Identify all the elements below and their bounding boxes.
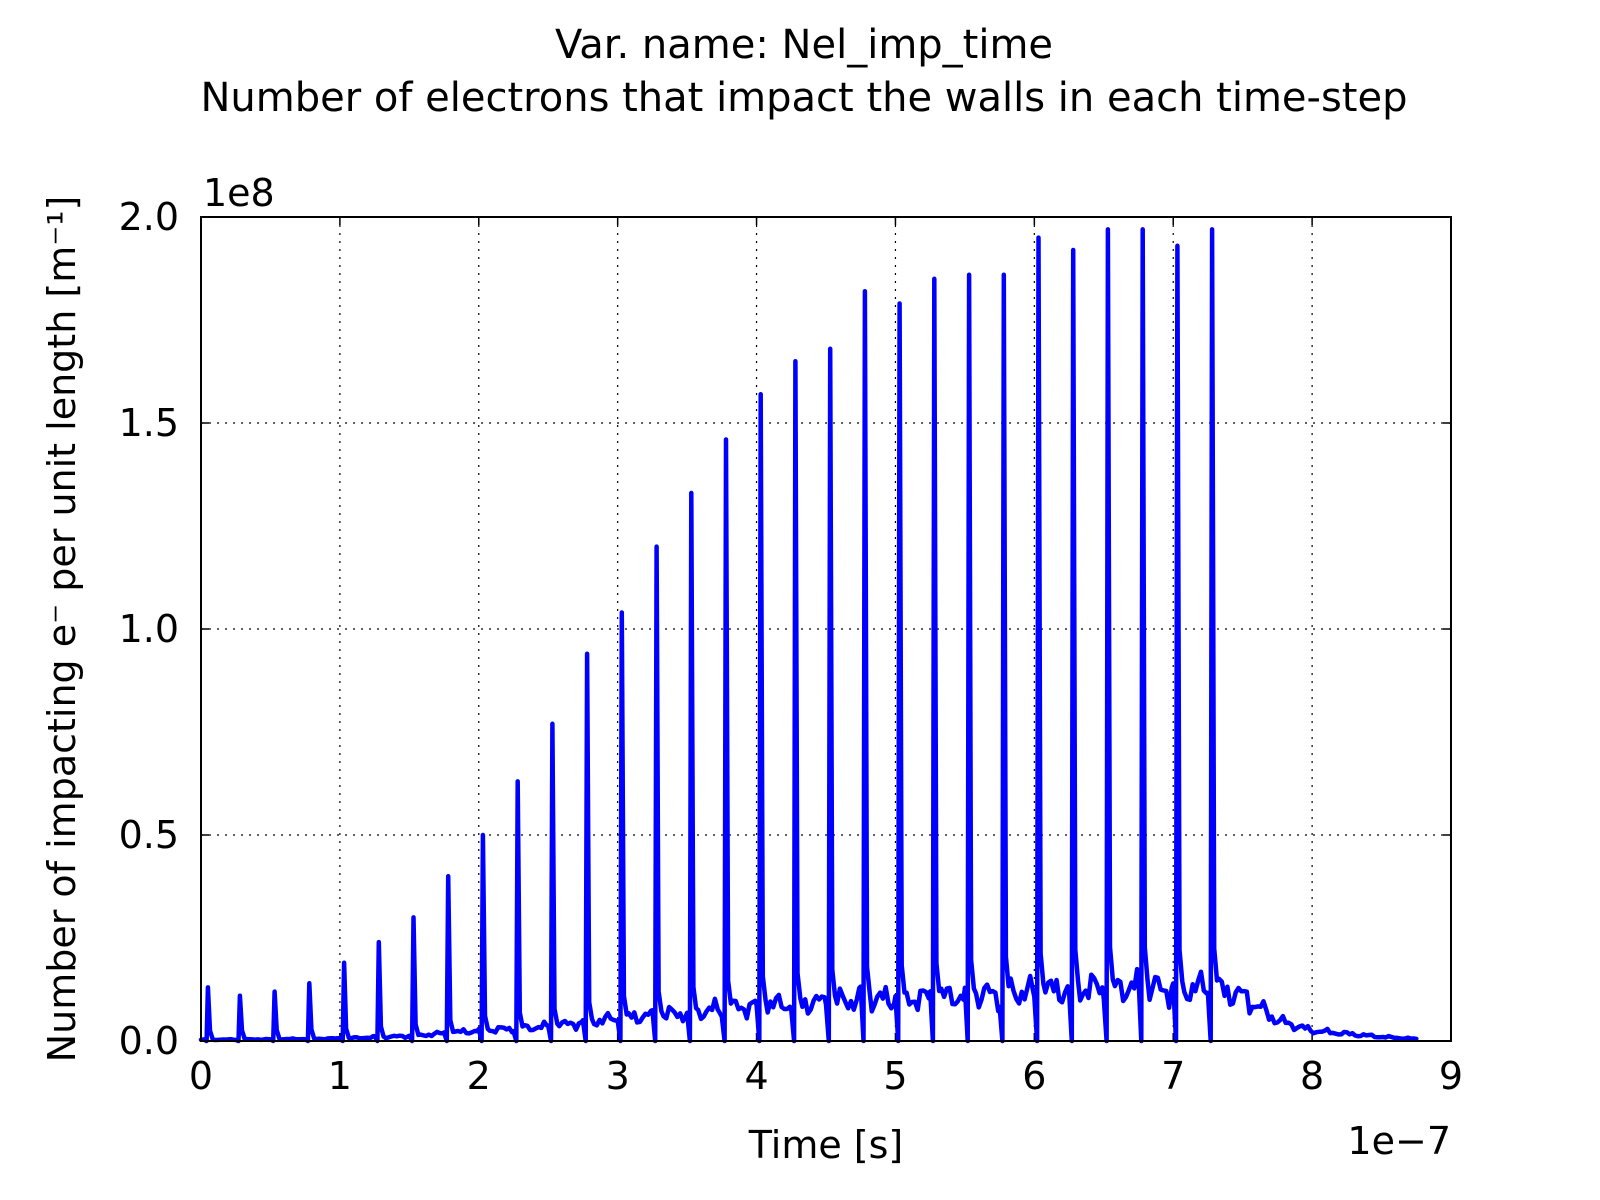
y-axis-label: Number of impacting e⁻ per unit length [… — [40, 196, 84, 1063]
y-tick-label: 1.5 — [119, 401, 179, 445]
x-tick-label: 3 — [606, 1054, 630, 1098]
x-tick-label: 1 — [328, 1054, 352, 1098]
y-tick-label: 2.0 — [119, 195, 179, 239]
x-tick-label: 2 — [467, 1054, 491, 1098]
grid-lines — [201, 217, 1451, 1041]
x-tick-label: 9 — [1439, 1054, 1463, 1098]
x-offset-label: 1e−7 — [1347, 1119, 1451, 1163]
x-tick-label: 0 — [189, 1054, 213, 1098]
x-tick-label: 5 — [883, 1054, 907, 1098]
x-tick-labels: 0 1 2 3 4 5 6 7 8 9 — [189, 1054, 1463, 1098]
series-line — [198, 227, 1419, 1044]
chart-title-line2: Number of electrons that impact the wall… — [201, 75, 1408, 121]
chart-title-line1: Var. name: Nel_imp_time — [555, 22, 1053, 68]
y-tick-label: 0.0 — [119, 1019, 179, 1063]
x-tick-label: 4 — [744, 1054, 768, 1098]
y-tick-label: 0.5 — [119, 813, 179, 857]
y-tick-labels: 0.0 0.5 1.0 1.5 2.0 — [119, 195, 179, 1063]
y-tick-label: 1.0 — [119, 607, 179, 651]
peak-marks — [207, 229, 1213, 996]
plot-frame — [200, 216, 1452, 1042]
x-tick-label: 8 — [1300, 1054, 1324, 1098]
x-tick-label: 7 — [1161, 1054, 1185, 1098]
x-tick-label: 6 — [1022, 1054, 1046, 1098]
x-axis-label: Time [s] — [748, 1123, 904, 1167]
y-offset-label: 1e8 — [203, 171, 275, 215]
